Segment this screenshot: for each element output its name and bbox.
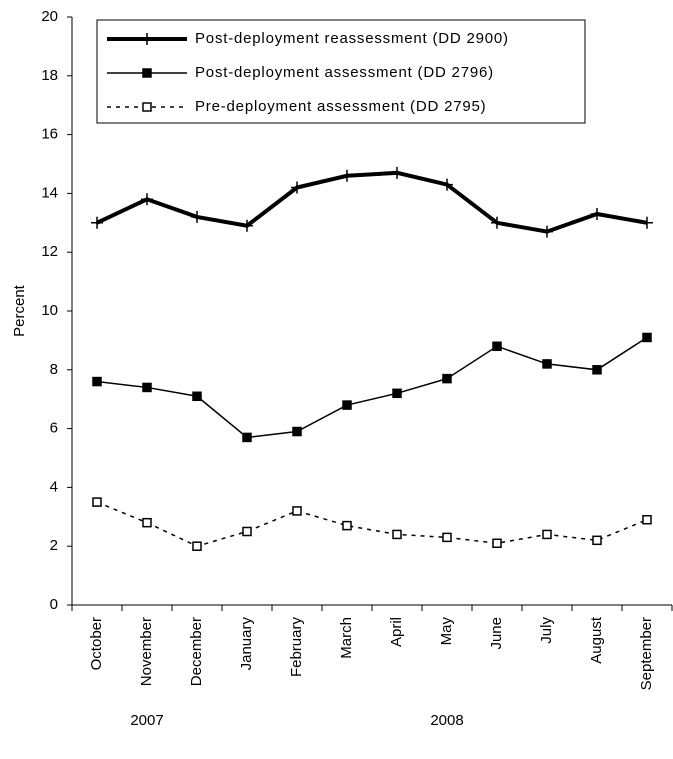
marker [291, 181, 303, 194]
y-tick-label: 6 [50, 420, 58, 437]
marker [242, 432, 252, 443]
x-tick-label: February [288, 617, 305, 678]
series-line [96, 501, 648, 547]
x-tick-label: September [638, 617, 655, 690]
marker [392, 529, 402, 540]
marker [392, 388, 402, 399]
series-line [96, 170, 648, 234]
marker [491, 216, 503, 229]
y-tick-label: 20 [41, 8, 58, 25]
marker-shape [191, 210, 203, 223]
y-tick-label: 0 [50, 596, 58, 613]
marker [241, 219, 253, 232]
marker [142, 102, 152, 112]
marker [642, 514, 652, 525]
y-tick-label: 2 [50, 537, 58, 554]
x-tick-label: August [588, 616, 605, 664]
legend-label: Pre-deployment assessment (DD 2795) [195, 98, 486, 115]
marker [141, 193, 153, 206]
marker [191, 210, 203, 223]
marker [142, 517, 152, 528]
marker [92, 376, 102, 387]
marker [641, 216, 653, 229]
marker-shape [491, 216, 503, 229]
y-tick-label: 4 [50, 478, 58, 495]
marker [441, 178, 453, 191]
marker [292, 426, 302, 437]
y-tick-label: 16 [41, 126, 58, 143]
marker-shape [541, 225, 553, 238]
marker [342, 400, 352, 410]
marker [142, 68, 152, 78]
y-tick-label: 10 [41, 302, 58, 319]
marker-shape [391, 166, 403, 179]
x-tick-label: December [188, 617, 205, 686]
year-label: 2007 [130, 712, 163, 729]
marker [642, 332, 652, 343]
series-line [96, 336, 648, 439]
y-tick-label: 14 [41, 184, 58, 201]
marker [142, 382, 152, 393]
marker [92, 497, 102, 507]
marker [542, 359, 552, 369]
marker [442, 532, 452, 543]
marker-shape [641, 216, 653, 229]
marker-shape [141, 33, 153, 45]
x-tick-label: May [438, 617, 455, 646]
y-tick-label: 18 [41, 67, 58, 84]
marker [341, 169, 353, 182]
legend-label: Post-deployment reassessment (DD 2900) [195, 30, 509, 47]
marker [541, 225, 553, 238]
x-tick-label: July [538, 617, 555, 644]
marker [292, 506, 302, 516]
marker [542, 529, 552, 540]
marker-shape [341, 169, 353, 182]
y-tick-label: 12 [41, 243, 58, 260]
marker [391, 166, 403, 179]
marker [141, 33, 153, 45]
marker [592, 535, 602, 546]
legend-box [96, 19, 586, 124]
legend-label: Post-deployment assessment (DD 2796) [195, 64, 494, 81]
marker-shape [241, 219, 253, 232]
marker [591, 207, 603, 220]
marker [442, 373, 452, 384]
marker [192, 391, 202, 402]
y-axis-label: Percent [11, 284, 28, 337]
legend: Post-deployment reassessment (DD 2900) Po… [96, 19, 586, 124]
marker-shape [91, 216, 103, 229]
x-tick-label: April [388, 617, 405, 647]
marker-shape [141, 193, 153, 206]
marker-shape [591, 207, 603, 220]
marker [492, 538, 502, 549]
x-tick-label: January [238, 617, 255, 671]
marker-shape [291, 181, 303, 194]
marker [192, 541, 202, 551]
x-tick-label: October [88, 617, 105, 670]
x-tick-label: November [138, 617, 155, 686]
x-tick-label: June [488, 617, 505, 650]
year-label: 2008 [430, 712, 463, 729]
marker [592, 365, 602, 375]
y-tick-label: 8 [50, 361, 58, 378]
marker-shape [441, 178, 453, 191]
marker [492, 341, 502, 352]
marker [91, 216, 103, 229]
marker [342, 520, 352, 531]
x-tick-label: March [338, 617, 355, 659]
marker [242, 526, 252, 537]
